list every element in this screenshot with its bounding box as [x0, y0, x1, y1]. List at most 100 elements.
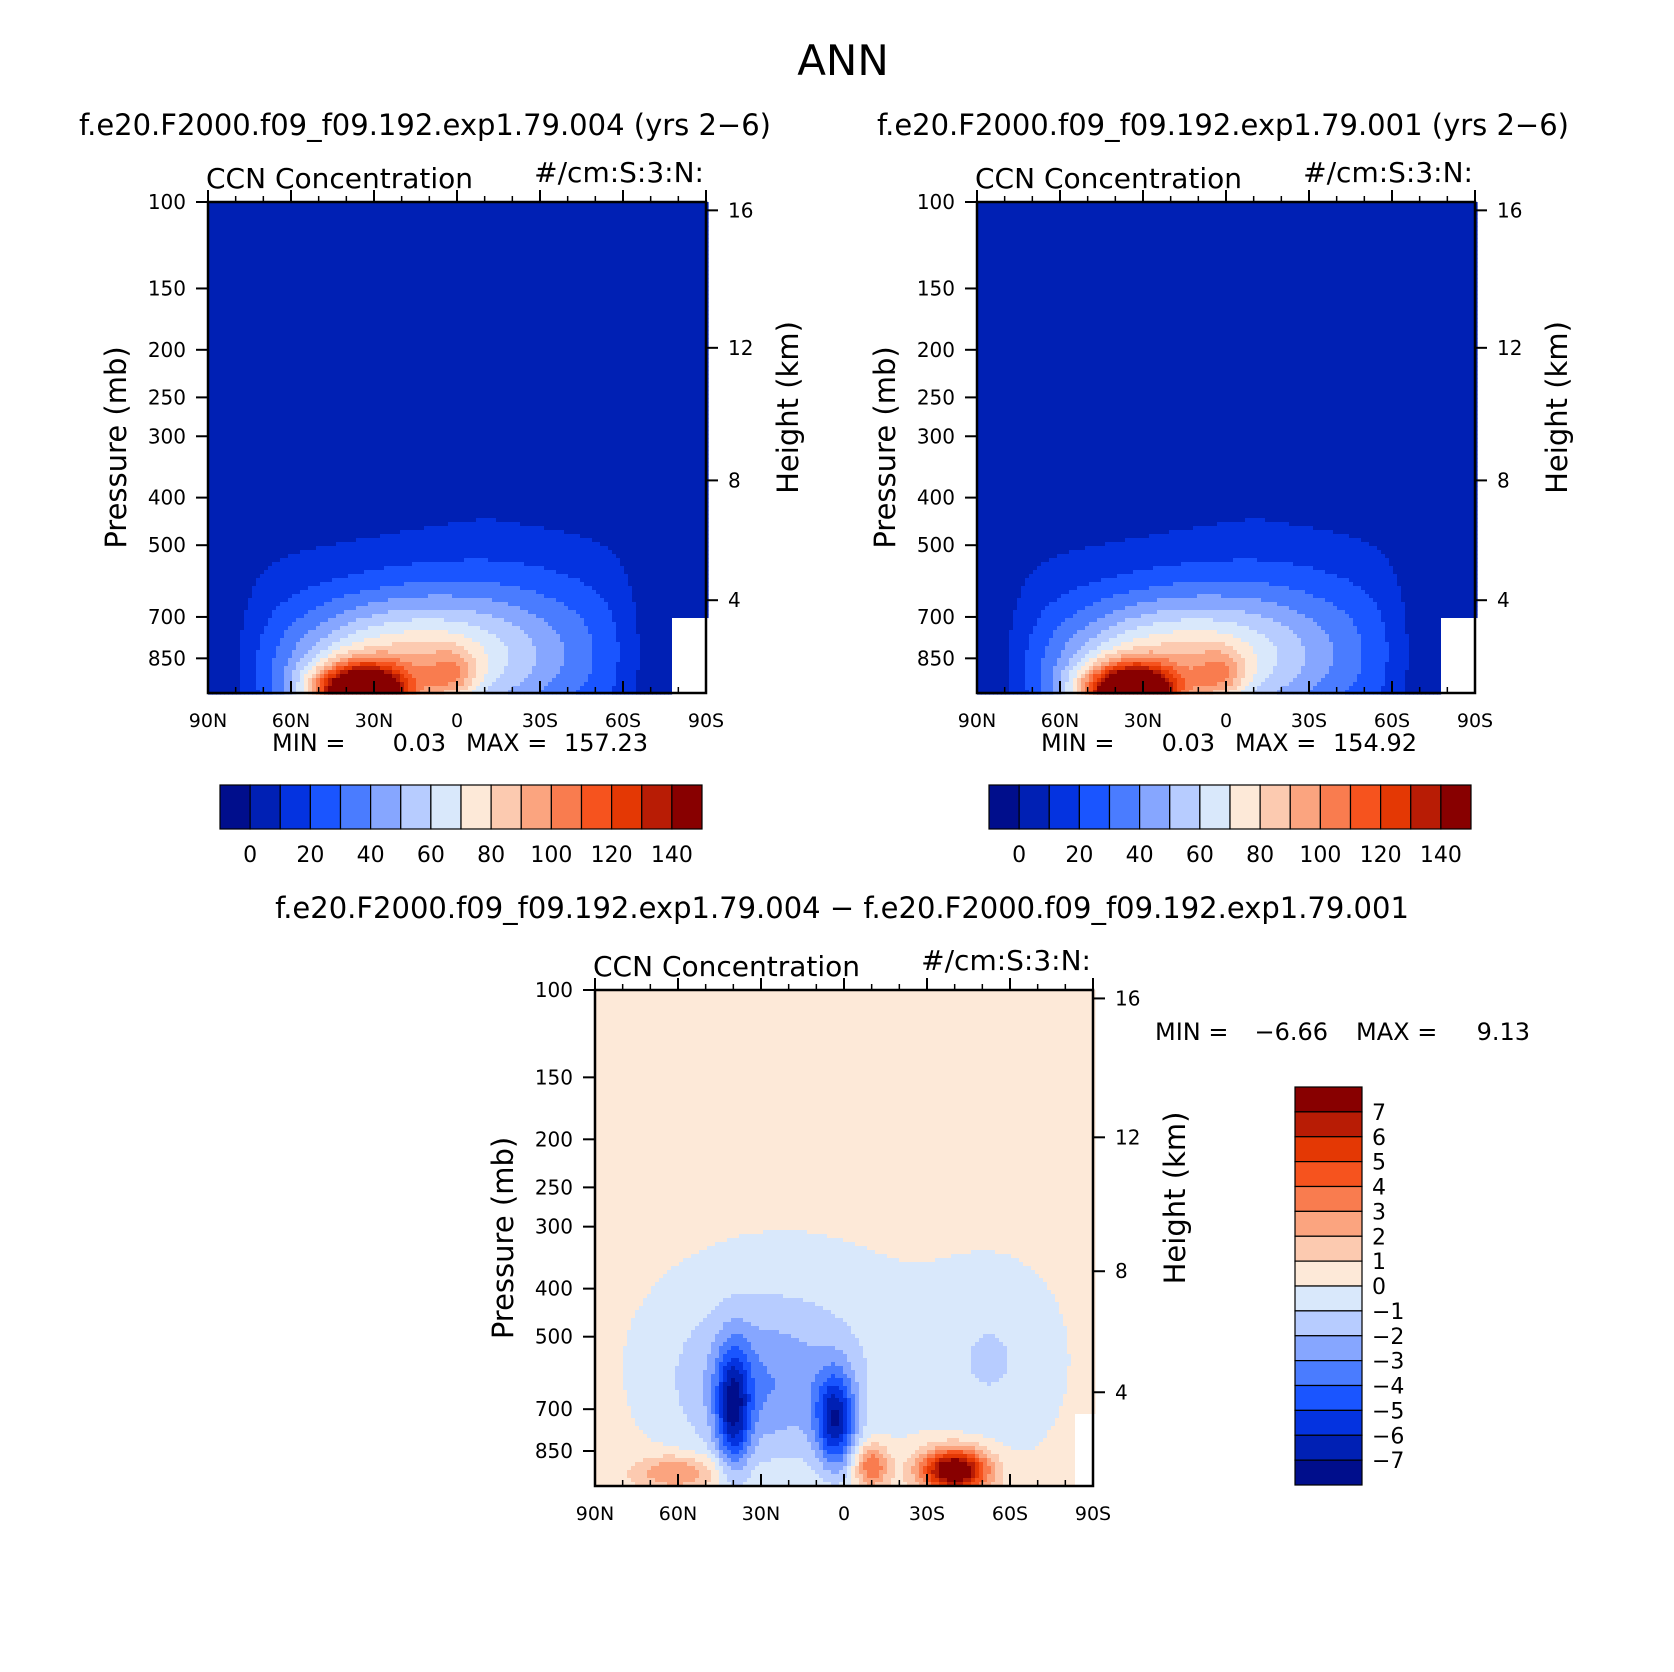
contour-cell: [276, 290, 281, 295]
contour-cell: [356, 234, 361, 239]
contour-cell: [344, 354, 349, 359]
contour-cell: [500, 230, 505, 235]
contour-cell: [456, 282, 461, 287]
contour-cell: [264, 214, 269, 219]
contour-cell: [468, 306, 473, 311]
contour-cell: [264, 298, 269, 303]
contour-cell: [676, 202, 681, 207]
contour-cell: [488, 314, 493, 319]
contour-cell: [308, 338, 313, 343]
contour-cell: [504, 230, 509, 235]
contour-cell: [280, 338, 285, 343]
contour-cell: [224, 270, 229, 275]
contour-cell: [552, 346, 557, 351]
contour-cell: [216, 306, 221, 311]
contour-cell: [396, 310, 401, 315]
contour-cell: [324, 290, 329, 295]
contour-cell: [304, 278, 309, 283]
contour-cell: [340, 302, 345, 307]
contour-cell: [688, 226, 693, 231]
contour-cell: [280, 214, 285, 219]
contour-cell: [260, 290, 265, 295]
contour-cell: [388, 306, 393, 311]
contour-cell: [532, 238, 537, 243]
contour-cell: [388, 358, 393, 363]
contour-cell: [292, 354, 297, 359]
contour-cell: [368, 326, 373, 331]
contour-cell: [648, 210, 653, 215]
contour-cell: [532, 214, 537, 219]
contour-cell: [580, 278, 585, 283]
contour-cell: [612, 278, 617, 283]
contour-cell: [536, 254, 541, 259]
contour-cell: [672, 214, 677, 219]
contour-cell: [320, 318, 325, 323]
contour-cell: [676, 214, 681, 219]
contour-cell: [524, 318, 529, 323]
contour-cell: [240, 210, 245, 215]
contour-cell: [624, 326, 629, 331]
contour-cell: [464, 298, 469, 303]
contour-cell: [252, 242, 257, 247]
contour-cell: [432, 318, 437, 323]
contour-cell: [228, 318, 233, 323]
contour-cell: [632, 206, 637, 211]
contour-cell: [684, 254, 689, 259]
contour-cell: [608, 242, 613, 247]
contour-cell: [428, 246, 433, 251]
contour-cell: [568, 222, 573, 227]
contour-cell: [524, 210, 529, 215]
contour-cell: [600, 318, 605, 323]
contour-cell: [384, 314, 389, 319]
contour-cell: [320, 242, 325, 247]
contour-cell: [636, 214, 641, 219]
contour-cell: [216, 326, 221, 331]
contour-cell: [564, 202, 569, 207]
contour-cell: [412, 258, 417, 263]
contour-cell: [344, 250, 349, 255]
contour-cell: [624, 246, 629, 251]
contour-cell: [360, 314, 365, 319]
contour-cell: [260, 326, 265, 331]
contour-cell: [444, 226, 449, 231]
contour-cell: [588, 274, 593, 279]
contour-cell: [588, 254, 593, 259]
contour-cell: [640, 310, 645, 315]
contour-cell: [440, 278, 445, 283]
contour-cell: [548, 258, 553, 263]
contour-cell: [208, 282, 213, 287]
contour-cell: [240, 294, 245, 299]
contour-cell: [420, 350, 425, 355]
contour-cell: [280, 210, 285, 215]
contour-cell: [500, 318, 505, 323]
contour-cell: [392, 250, 397, 255]
contour-cell: [484, 334, 489, 339]
contour-cell: [328, 254, 333, 259]
contour-cell: [280, 302, 285, 307]
contour-cell: [324, 298, 329, 303]
contour-cell: [248, 278, 253, 283]
contour-cell: [572, 202, 577, 207]
contour-cell: [608, 266, 613, 271]
contour-cell: [300, 314, 305, 319]
contour-cell: [608, 250, 613, 255]
contour-cell: [452, 294, 457, 299]
contour-cell: [584, 218, 589, 223]
contour-cell: [492, 338, 497, 343]
contour-cell: [660, 250, 665, 255]
contour-cell: [264, 282, 269, 287]
contour-cell: [652, 278, 657, 283]
contour-cell: [288, 342, 293, 347]
contour-cell: [252, 326, 257, 331]
contour-cell: [584, 278, 589, 283]
contour-cell: [472, 250, 477, 255]
contour-cell: [244, 270, 249, 275]
contour-cell: [276, 282, 281, 287]
contour-cell: [636, 354, 641, 359]
contour-cell: [548, 254, 553, 259]
contour-cell: [448, 338, 453, 343]
contour-cell: [344, 350, 349, 355]
contour-cell: [324, 218, 329, 223]
contour-cell: [656, 286, 661, 291]
contour-cell: [584, 290, 589, 295]
